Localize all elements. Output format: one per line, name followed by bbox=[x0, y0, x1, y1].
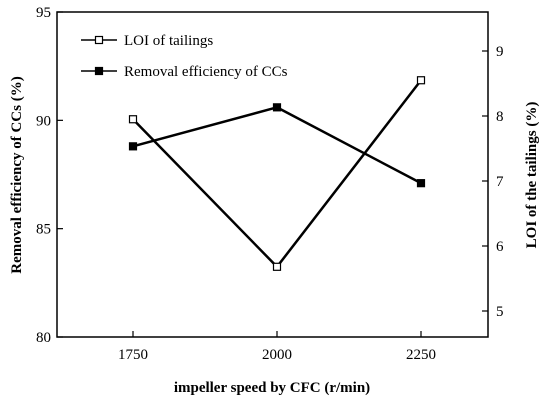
y-axis-right-title: LOI of the tailings (%) bbox=[524, 102, 540, 249]
plot-frame bbox=[56, 11, 489, 338]
y-left-tick-label: 95 bbox=[36, 5, 51, 21]
legend-label-2: Removal efficiency of CCs bbox=[124, 64, 288, 80]
legend-label-1: LOI of tailings bbox=[124, 33, 213, 49]
data-point-series-1 bbox=[416, 76, 426, 85]
ticks-layer: 1750 2000 2250 80 85 90 95 5 6 7 8 9 bbox=[36, 5, 504, 363]
data-point-series-1 bbox=[272, 262, 282, 271]
y-right-tick-label: 8 bbox=[496, 109, 504, 125]
legend-marker-1 bbox=[94, 35, 104, 45]
y-axis-left-title: Removal efficiency of CCs (%) bbox=[9, 76, 25, 273]
y-left-tick-label: 90 bbox=[36, 113, 51, 129]
x-tick-label: 1750 bbox=[118, 347, 148, 363]
x-axis-title: impeller speed by CFC (r/min) bbox=[174, 380, 370, 396]
x-tick-label: 2250 bbox=[406, 347, 436, 363]
data-point-series-1 bbox=[128, 115, 138, 124]
legend-marker-2 bbox=[94, 66, 104, 76]
data-point-series-2 bbox=[272, 103, 282, 112]
series-line-2 bbox=[132, 105, 422, 185]
data-point-series-2 bbox=[128, 142, 138, 151]
y-right-tick-label: 6 bbox=[496, 239, 504, 255]
y-right-tick-label: 5 bbox=[496, 304, 504, 320]
y-right-tick-label: 9 bbox=[496, 44, 504, 60]
x-tick-label: 2000 bbox=[262, 347, 292, 363]
y-left-tick-label: 85 bbox=[36, 222, 51, 238]
y-left-tick-label: 80 bbox=[36, 330, 51, 346]
legend: LOI of tailings Removal efficiency of CCs bbox=[81, 33, 288, 80]
series-layer bbox=[128, 76, 426, 271]
y-right-tick-label: 7 bbox=[496, 174, 504, 190]
data-point-series-2 bbox=[416, 179, 426, 188]
